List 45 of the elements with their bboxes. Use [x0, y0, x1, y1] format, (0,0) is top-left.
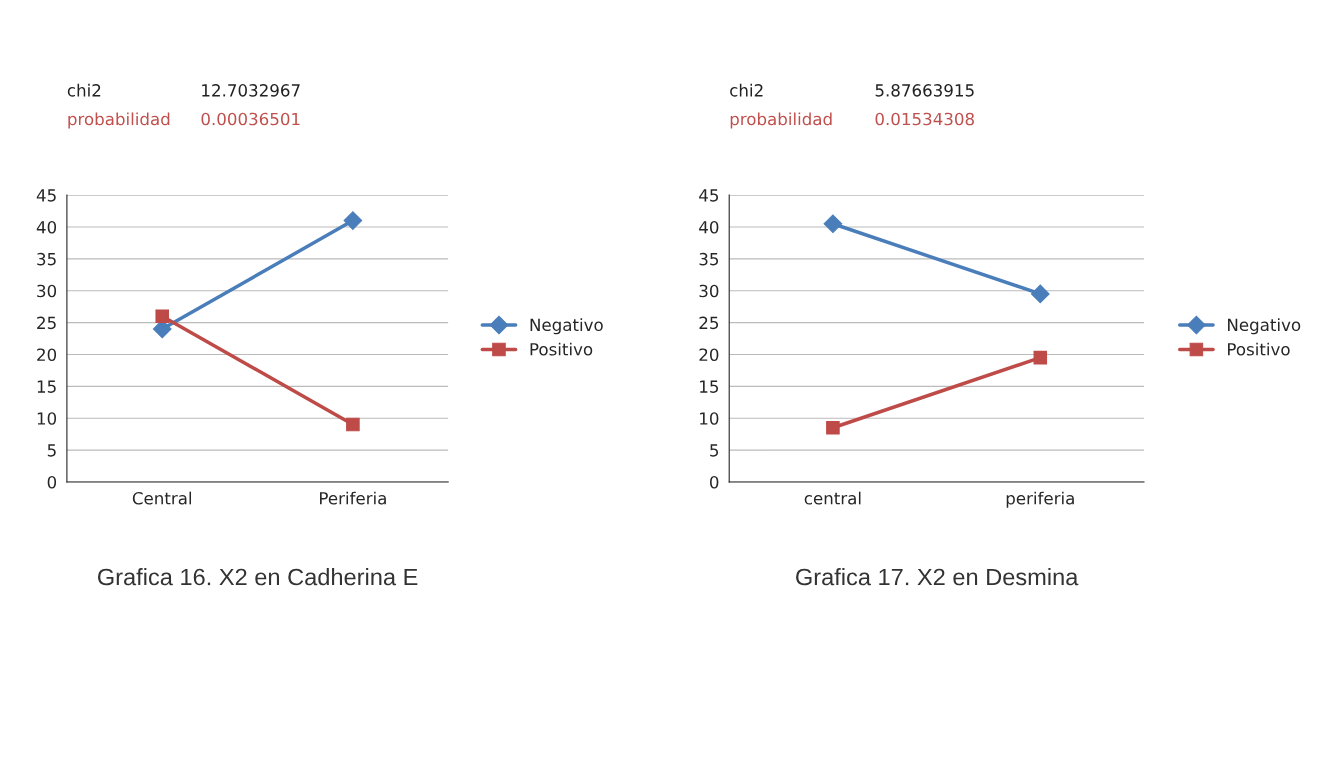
text: chi2: [67, 83, 101, 97]
legend-label: Positivo: [1228, 342, 1290, 356]
text: Grafica 17. X2 en Desmina: [796, 568, 1079, 586]
y-tick-label: 35: [699, 252, 719, 266]
legend-label: Negativo: [530, 318, 603, 335]
point: [826, 420, 840, 435]
y-tick-label: 0: [47, 475, 57, 489]
legend-label: Negativo: [1228, 318, 1301, 335]
point: [346, 417, 360, 432]
y-tick-label: 30: [37, 284, 57, 298]
y-tick-label: 45: [699, 189, 719, 202]
point: [343, 211, 363, 230]
y-tick-label: 5: [710, 444, 719, 457]
y-tick-label: 10: [37, 412, 57, 425]
y-tick-label: 25: [699, 316, 719, 330]
y-tick-label: 45: [36, 189, 56, 202]
y-tick-label: 25: [37, 316, 56, 330]
point: [155, 309, 169, 323]
y-tick-label: 15: [37, 380, 56, 393]
text: probabilidad: [730, 112, 832, 129]
text: 0.00036501: [201, 112, 300, 126]
text: 5.87663915: [875, 84, 974, 97]
y-tick-label: 35: [37, 252, 56, 266]
y-tick-label: 10: [700, 412, 719, 425]
x-tick-label: central: [804, 491, 861, 505]
y-tick-label: 20: [699, 348, 719, 362]
x-tick-label: Central: [132, 491, 192, 505]
y-tick-label: 5: [47, 444, 56, 457]
x-tick-label: Periferia: [320, 491, 386, 505]
x-tick-label: periferia: [1006, 491, 1074, 508]
point: [1030, 284, 1050, 304]
y-tick-label: 0: [709, 475, 719, 489]
text: 0.01534308: [875, 112, 974, 126]
text: chi2: [730, 83, 763, 97]
y-tick-label: 40: [699, 220, 719, 234]
text: probabilidad: [68, 112, 170, 129]
y-tick-label: 15: [700, 380, 719, 393]
point: [823, 214, 843, 234]
y-tick-label: 40: [36, 220, 57, 234]
text: 12.7032967: [202, 84, 300, 97]
y-tick-label: 20: [37, 348, 57, 362]
text: Grafica 16. X2 en Cadherina E: [97, 568, 418, 586]
point: [1033, 350, 1048, 365]
y-tick-label: 30: [699, 284, 719, 298]
legend-label: Positivo: [530, 342, 593, 356]
